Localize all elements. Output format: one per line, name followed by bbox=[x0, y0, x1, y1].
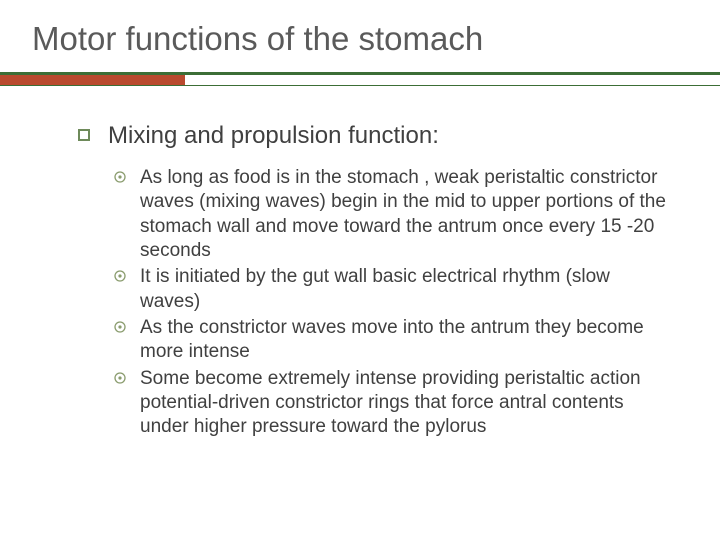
list-item: Some become extremely intense providing … bbox=[114, 367, 672, 440]
list-item-text: Some become extremely intense providing … bbox=[140, 368, 641, 438]
ring-bullet-icon bbox=[114, 171, 126, 183]
list-item-text: It is initiated by the gut wall basic el… bbox=[140, 266, 610, 311]
square-bullet-icon bbox=[78, 129, 90, 141]
list-item: As long as food is in the stomach , weak… bbox=[114, 166, 672, 263]
list-item: It is initiated by the gut wall basic el… bbox=[114, 265, 672, 314]
list-item-text: As long as food is in the stomach , weak… bbox=[140, 167, 666, 261]
ring-bullet-icon bbox=[114, 372, 126, 384]
slide: Motor functions of the stomach Mixing an… bbox=[0, 0, 720, 540]
ring-bullet-icon bbox=[114, 321, 126, 333]
divider-accent-bar bbox=[0, 75, 185, 85]
slide-title: Motor functions of the stomach bbox=[0, 0, 720, 72]
ring-bullet-icon bbox=[114, 270, 126, 282]
list-item-text: As the constrictor waves move into the a… bbox=[140, 317, 644, 362]
divider-line-bottom bbox=[0, 85, 720, 86]
title-divider bbox=[0, 72, 720, 86]
heading-text: Mixing and propulsion function: bbox=[108, 122, 439, 149]
list-item: As the constrictor waves move into the a… bbox=[114, 316, 672, 365]
content-area: Mixing and propulsion function: As long … bbox=[0, 122, 720, 439]
sub-bullet-list: As long as food is in the stomach , weak… bbox=[78, 166, 672, 439]
heading-item: Mixing and propulsion function: bbox=[78, 122, 672, 150]
